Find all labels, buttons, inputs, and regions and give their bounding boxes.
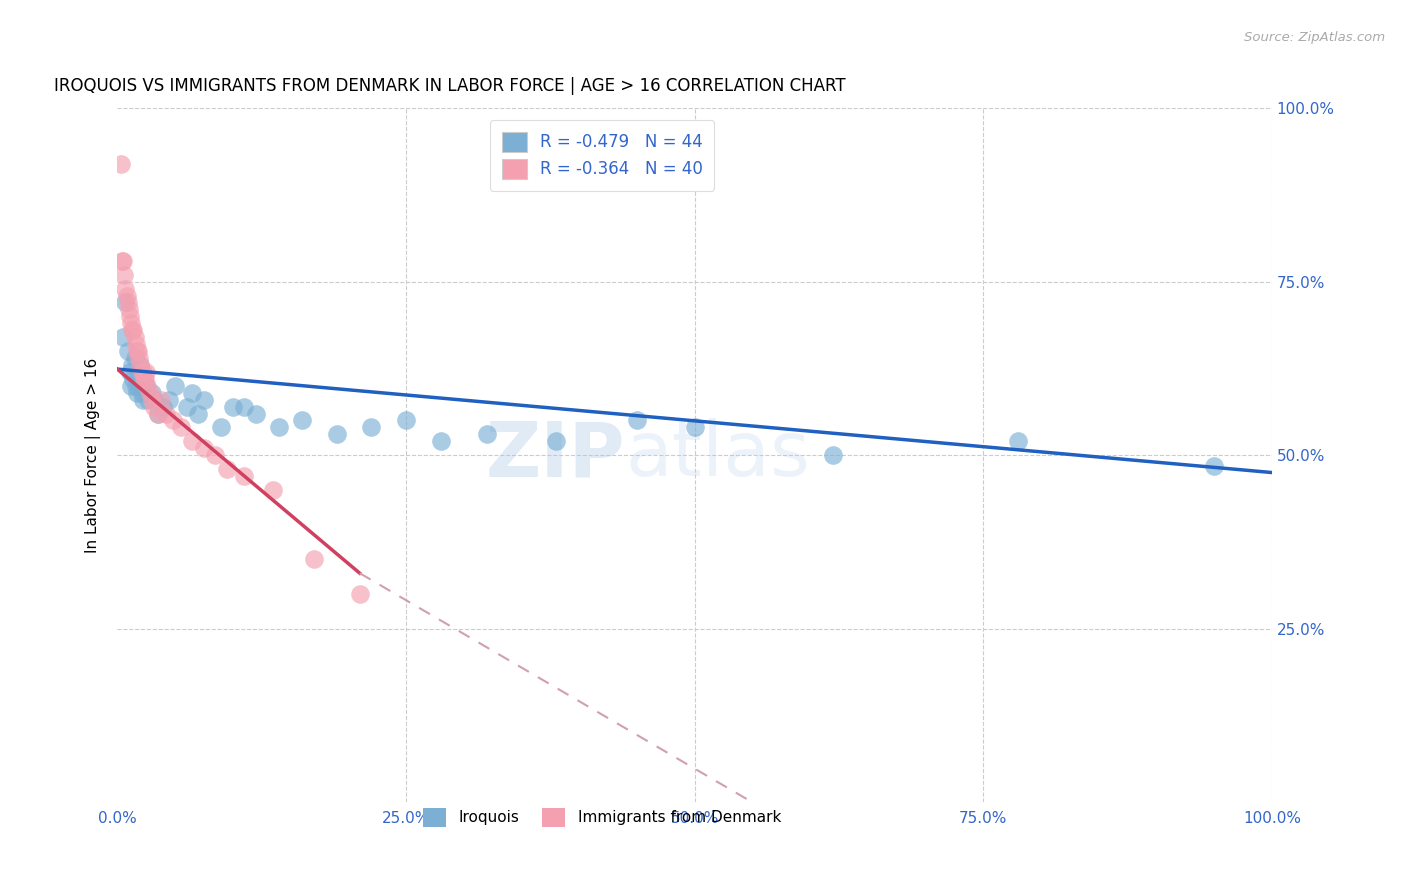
Point	[143, 392, 166, 407]
Y-axis label: In Labor Force | Age > 16: In Labor Force | Age > 16	[86, 358, 101, 553]
Point	[128, 378, 150, 392]
Point	[146, 407, 169, 421]
Point	[163, 378, 186, 392]
Text: Source: ZipAtlas.com: Source: ZipAtlas.com	[1244, 31, 1385, 45]
Point	[136, 378, 159, 392]
Point	[181, 385, 204, 400]
Point	[360, 420, 382, 434]
Point	[1007, 434, 1029, 449]
Point	[117, 344, 139, 359]
Point	[114, 295, 136, 310]
Point	[222, 400, 245, 414]
Point	[325, 427, 347, 442]
Point	[150, 392, 173, 407]
Point	[127, 344, 149, 359]
Point	[125, 337, 148, 351]
Point	[475, 427, 498, 442]
Point	[141, 385, 163, 400]
Point	[395, 413, 418, 427]
Point	[267, 420, 290, 434]
Point	[112, 253, 135, 268]
Point	[204, 448, 226, 462]
Point	[215, 462, 238, 476]
Point	[544, 434, 567, 449]
Legend: Iroquois, Immigrants from Denmark: Iroquois, Immigrants from Denmark	[418, 802, 787, 833]
Point	[122, 323, 145, 337]
Point	[128, 351, 150, 365]
Point	[115, 288, 138, 302]
Point	[429, 434, 451, 449]
Point	[118, 302, 141, 317]
Point	[683, 420, 706, 434]
Point	[233, 469, 256, 483]
Point	[181, 434, 204, 449]
Point	[176, 400, 198, 414]
Text: IROQUOIS VS IMMIGRANTS FROM DENMARK IN LABOR FORCE | AGE > 16 CORRELATION CHART: IROQUOIS VS IMMIGRANTS FROM DENMARK IN L…	[53, 78, 845, 95]
Point	[135, 378, 157, 392]
Point	[162, 413, 184, 427]
Point	[125, 385, 148, 400]
Point	[129, 358, 152, 372]
Point	[122, 372, 145, 386]
Point	[118, 310, 141, 324]
Point	[143, 400, 166, 414]
Point	[134, 372, 156, 386]
Point	[152, 400, 174, 414]
Point	[209, 420, 232, 434]
Point	[131, 365, 153, 379]
Point	[349, 587, 371, 601]
Point	[121, 358, 143, 372]
Point	[170, 420, 193, 434]
Point	[111, 253, 134, 268]
Point	[125, 344, 148, 359]
Point	[155, 407, 177, 421]
Point	[131, 385, 153, 400]
Point	[120, 316, 142, 330]
Point	[114, 282, 136, 296]
Point	[141, 392, 163, 407]
Point	[121, 323, 143, 337]
Point	[131, 365, 153, 379]
Point	[125, 378, 148, 392]
Point	[193, 392, 215, 407]
Point	[262, 483, 284, 497]
Point	[245, 407, 267, 421]
Point	[138, 385, 160, 400]
Point	[112, 330, 135, 344]
Point	[157, 392, 180, 407]
Text: ZIP: ZIP	[486, 418, 626, 492]
Point	[131, 392, 153, 407]
Point	[233, 400, 256, 414]
Point	[146, 407, 169, 421]
Point	[129, 358, 152, 372]
Point	[187, 407, 209, 421]
Point	[626, 413, 648, 427]
Point	[1204, 458, 1226, 473]
Point	[127, 372, 149, 386]
Point	[118, 365, 141, 379]
Point	[124, 351, 146, 365]
Point	[135, 365, 157, 379]
Point	[124, 330, 146, 344]
Point	[823, 448, 845, 462]
Point	[117, 295, 139, 310]
Point	[112, 268, 135, 282]
Point	[291, 413, 314, 427]
Point	[132, 372, 155, 386]
Point	[302, 552, 325, 566]
Point	[120, 378, 142, 392]
Point	[110, 156, 132, 170]
Text: atlas: atlas	[626, 418, 810, 492]
Point	[193, 442, 215, 456]
Point	[138, 392, 160, 407]
